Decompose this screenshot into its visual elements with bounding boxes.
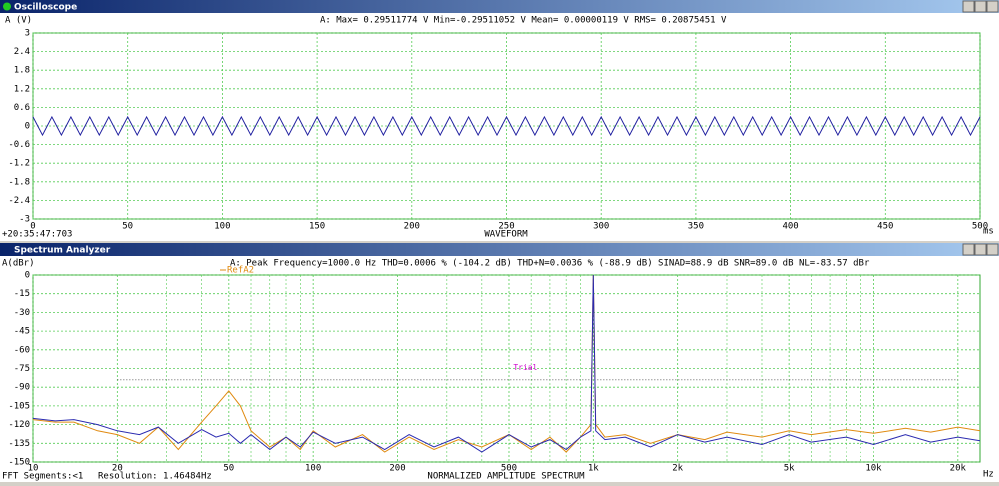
- y-tick-label: -120: [8, 420, 30, 430]
- y-tick-label: -3: [19, 215, 30, 225]
- timestamp: +20:35:47:703: [2, 230, 72, 240]
- icon: [3, 2, 11, 11]
- window-title: Spectrum Analyzer: [14, 246, 111, 256]
- x-tick-label: 1k: [588, 464, 599, 474]
- y-tick-label: 0: [25, 122, 30, 132]
- x-tick-label: 450: [877, 222, 893, 232]
- x-tick-label: 50: [122, 222, 133, 232]
- y-tick-label: -15: [14, 289, 30, 299]
- y-tick-label: -60: [14, 345, 30, 355]
- y-tick-label: -150: [8, 458, 30, 468]
- x-tick-label: 500: [501, 464, 517, 474]
- y-tick-label: 1.2: [14, 84, 30, 94]
- x-tick-label: 100: [214, 222, 230, 232]
- close-button[interactable]: [986, 243, 999, 256]
- fft-segments: FFT Segments:<1: [2, 472, 83, 482]
- minimize-button[interactable]: [962, 0, 975, 13]
- watermark: Headphoneclub: [845, 444, 955, 460]
- y-tick-label: 0.6: [14, 103, 30, 113]
- x-axis-label: NORMALIZED AMPLITUDE SPECTRUM: [427, 472, 585, 482]
- series-line: [32, 274, 981, 453]
- y-tick-label: -1.2: [8, 159, 30, 169]
- y-tick-label: -75: [14, 364, 30, 374]
- x-tick-label: 200: [389, 464, 405, 474]
- y-axis-label: A(dBr): [2, 259, 35, 269]
- y-tick-label: -2.4: [8, 196, 30, 206]
- x-tick-label: 20: [112, 464, 123, 474]
- title-bar: [0, 0, 999, 13]
- y-tick-label: -30: [14, 308, 30, 318]
- x-tick-label: 10: [28, 464, 39, 474]
- y-tick-label: 2.4: [14, 47, 30, 57]
- y-tick-label: -0.6: [8, 140, 30, 150]
- series-line: [32, 274, 981, 453]
- y-tick-label: -135: [8, 439, 30, 449]
- x-tick-label: 300: [593, 222, 609, 232]
- trial-label: Trial: [513, 363, 537, 372]
- maximize-button[interactable]: [974, 243, 987, 256]
- x-unit: ms: [983, 227, 994, 237]
- x-axis-label: WAVEFORM: [484, 230, 528, 240]
- x-tick-label: 50: [223, 464, 234, 474]
- y-tick-label: -45: [14, 327, 30, 337]
- x-tick-label: 0: [30, 222, 35, 232]
- y-tick-label: 0: [25, 271, 30, 281]
- y-axis-label: A (V): [5, 16, 32, 26]
- x-tick-label: 2k: [672, 464, 683, 474]
- x-tick-label: 500: [972, 222, 988, 232]
- y-tick-label: -105: [8, 401, 30, 411]
- y-tick-label: 1.8: [14, 66, 30, 76]
- x-tick-label: 400: [782, 222, 798, 232]
- title-bar: [0, 243, 999, 256]
- x-tick-label: 20k: [950, 464, 967, 474]
- x-tick-label: 350: [688, 222, 704, 232]
- x-tick-label: 5k: [784, 464, 795, 474]
- x-tick-label: 10k: [865, 464, 882, 474]
- y-tick-label: -90: [14, 383, 30, 393]
- series-line: [32, 115, 981, 137]
- minimize-button[interactable]: [962, 243, 975, 256]
- x-tick-label: 200: [404, 222, 420, 232]
- x-tick-label: 250: [498, 222, 514, 232]
- resolution: Resolution: 1.46484Hz: [98, 472, 212, 482]
- stats: A: Peak Frequency=1000.0 Hz THD=0.0006 %…: [230, 259, 870, 269]
- y-tick-label: -1.8: [8, 177, 30, 187]
- x-tick-label: 100: [305, 464, 321, 474]
- close-button[interactable]: [986, 0, 999, 13]
- legend-entry: RefA2: [227, 266, 254, 276]
- window-title: Oscilloscope: [14, 3, 77, 13]
- x-unit: Hz: [983, 470, 994, 480]
- y-tick-label: 3: [25, 29, 30, 39]
- stats: A: Max= 0.29511774 V Min=-0.29511052 V M…: [320, 16, 727, 26]
- maximize-button[interactable]: [974, 0, 987, 13]
- x-tick-label: 150: [309, 222, 325, 232]
